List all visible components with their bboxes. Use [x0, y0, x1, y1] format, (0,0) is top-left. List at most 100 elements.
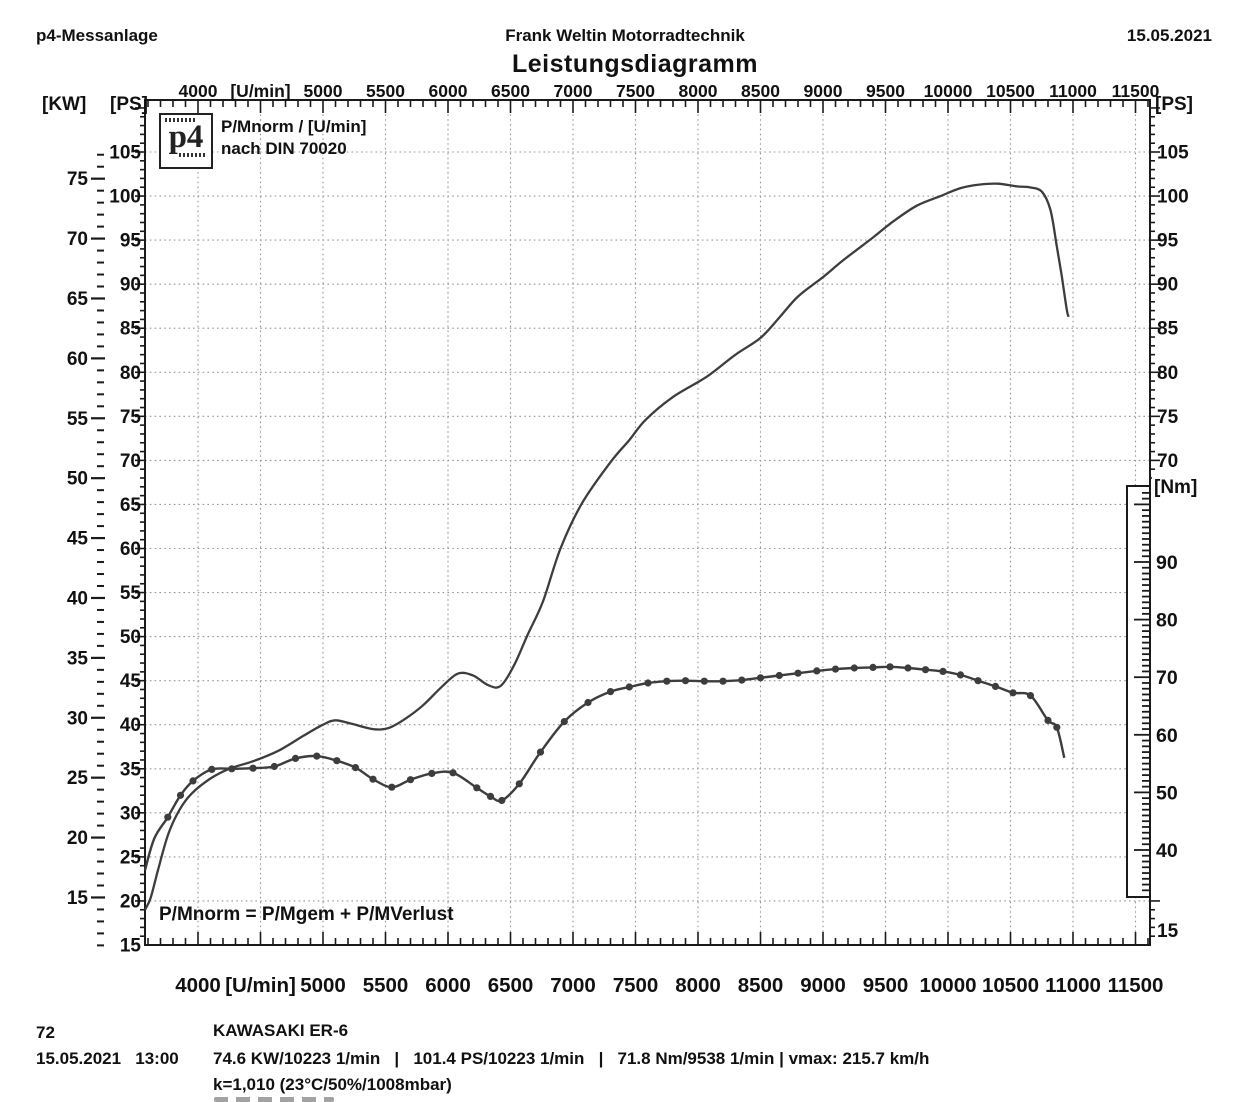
footer-correction: k=1,010 (23°C/50%/1008mbar)	[213, 1075, 452, 1094]
marker-torque_nm	[515, 780, 523, 788]
svg-text:90: 90	[120, 275, 141, 296]
logo-fineprint-top	[165, 118, 197, 122]
footer-run-number: 72	[36, 1023, 55, 1042]
svg-text:65: 65	[67, 289, 89, 310]
marker-torque_nm	[869, 663, 877, 672]
marker-torque_nm	[584, 698, 592, 707]
svg-text:6500: 6500	[488, 974, 534, 997]
marker-torque_nm	[449, 769, 457, 777]
svg-text:20: 20	[120, 891, 141, 912]
marker-torque_nm	[560, 718, 568, 726]
marker-torque_nm	[189, 777, 197, 785]
marker-torque_nm	[644, 679, 652, 687]
svg-text:7000: 7000	[550, 974, 596, 997]
footer-datetime: 15.05.2021 13:00	[36, 1049, 179, 1068]
svg-text:5500: 5500	[363, 974, 409, 997]
marker-torque_nm	[164, 813, 172, 821]
svg-text:8500: 8500	[741, 81, 780, 101]
marker-torque_nm	[719, 677, 727, 685]
axis-unit-nm: [Nm]	[1152, 477, 1200, 499]
plot-frame	[144, 99, 1151, 946]
svg-text:15: 15	[67, 888, 89, 909]
svg-text:80: 80	[120, 363, 141, 384]
svg-text:25: 25	[120, 847, 142, 868]
svg-text:11000: 11000	[1049, 81, 1097, 101]
svg-text:70: 70	[67, 229, 88, 250]
svg-text:40: 40	[67, 588, 88, 609]
svg-text:75: 75	[1157, 407, 1179, 428]
svg-text:9000: 9000	[804, 81, 843, 101]
svg-text:105: 105	[109, 143, 141, 164]
marker-torque_nm	[1026, 692, 1035, 700]
svg-text:15: 15	[1157, 921, 1179, 942]
svg-text:35: 35	[67, 648, 89, 669]
page-title: Leistungsdiagramm	[511, 50, 759, 78]
truncated-text-fragment	[214, 1097, 334, 1102]
nm-axis-ruler	[1126, 485, 1151, 898]
marker-torque_nm	[939, 667, 947, 676]
marker-torque_nm	[369, 775, 377, 783]
marker-torque_nm	[813, 667, 821, 675]
svg-text:85: 85	[120, 319, 142, 340]
svg-text:6500: 6500	[491, 81, 530, 101]
svg-text:90: 90	[1157, 275, 1178, 296]
curve-power_ps	[143, 182, 1070, 911]
marker-torque_nm	[904, 664, 912, 672]
svg-text:35: 35	[120, 759, 142, 780]
marker-torque_nm	[388, 783, 396, 791]
svg-text:50: 50	[67, 469, 88, 490]
svg-text:80: 80	[1156, 610, 1178, 632]
marker-torque_nm	[176, 791, 185, 799]
svg-text:10000: 10000	[919, 974, 976, 997]
svg-text:30: 30	[67, 708, 88, 729]
svg-text:10500: 10500	[986, 81, 1035, 101]
svg-text:8000: 8000	[679, 81, 718, 101]
marker-torque_nm	[498, 796, 506, 805]
marker-torque_nm	[956, 671, 965, 679]
marker-torque_nm	[428, 769, 436, 778]
marker-torque_nm	[886, 663, 894, 671]
svg-text:40: 40	[1156, 840, 1178, 862]
svg-text:70: 70	[120, 451, 141, 472]
svg-text:95: 95	[120, 231, 142, 252]
svg-text:[U/min]: [U/min]	[225, 974, 296, 997]
svg-text:80: 80	[1157, 363, 1178, 384]
legend-box: p4	[159, 113, 213, 169]
svg-text:55: 55	[67, 409, 89, 430]
svg-text:10000: 10000	[924, 81, 973, 101]
marker-torque_nm	[1053, 723, 1061, 731]
marker-torque_nm	[291, 754, 300, 763]
svg-text:45: 45	[67, 529, 89, 550]
axis-unit-kw: [KW]	[42, 94, 87, 115]
svg-text:5000: 5000	[304, 81, 343, 101]
marker-torque_nm	[700, 677, 708, 685]
marker-torque_nm	[756, 674, 765, 682]
marker-torque_nm	[831, 665, 840, 673]
svg-text:50: 50	[120, 627, 141, 648]
svg-text:25: 25	[67, 768, 89, 789]
marker-torque_nm	[850, 664, 858, 672]
marker-torque_nm	[663, 677, 671, 685]
svg-text:60: 60	[120, 539, 141, 560]
svg-text:90: 90	[1156, 552, 1178, 574]
svg-text:7500: 7500	[616, 81, 655, 101]
kw-axis-ruler	[91, 153, 105, 947]
marker-torque_nm	[738, 676, 746, 684]
formula-annotation: P/Mnorm = P/Mgem + P/MVerlust	[159, 904, 454, 925]
svg-text:7500: 7500	[613, 974, 659, 997]
svg-text:95: 95	[1157, 231, 1179, 252]
svg-text:7000: 7000	[554, 81, 593, 101]
svg-text:11500: 11500	[1112, 81, 1160, 101]
header-app-name: p4-Messanlage	[36, 26, 158, 45]
axis-unit-ps-right: [PS]	[1155, 94, 1193, 115]
svg-text:11000: 11000	[1045, 974, 1101, 997]
marker-torque_nm	[625, 683, 633, 691]
marker-torque_nm	[208, 765, 216, 774]
svg-text:4000: 4000	[175, 974, 221, 997]
svg-text:55: 55	[120, 583, 142, 604]
svg-text:100: 100	[109, 187, 141, 208]
marker-torque_nm	[270, 762, 278, 771]
marker-torque_nm	[313, 752, 321, 760]
marker-torque_nm	[333, 757, 341, 765]
